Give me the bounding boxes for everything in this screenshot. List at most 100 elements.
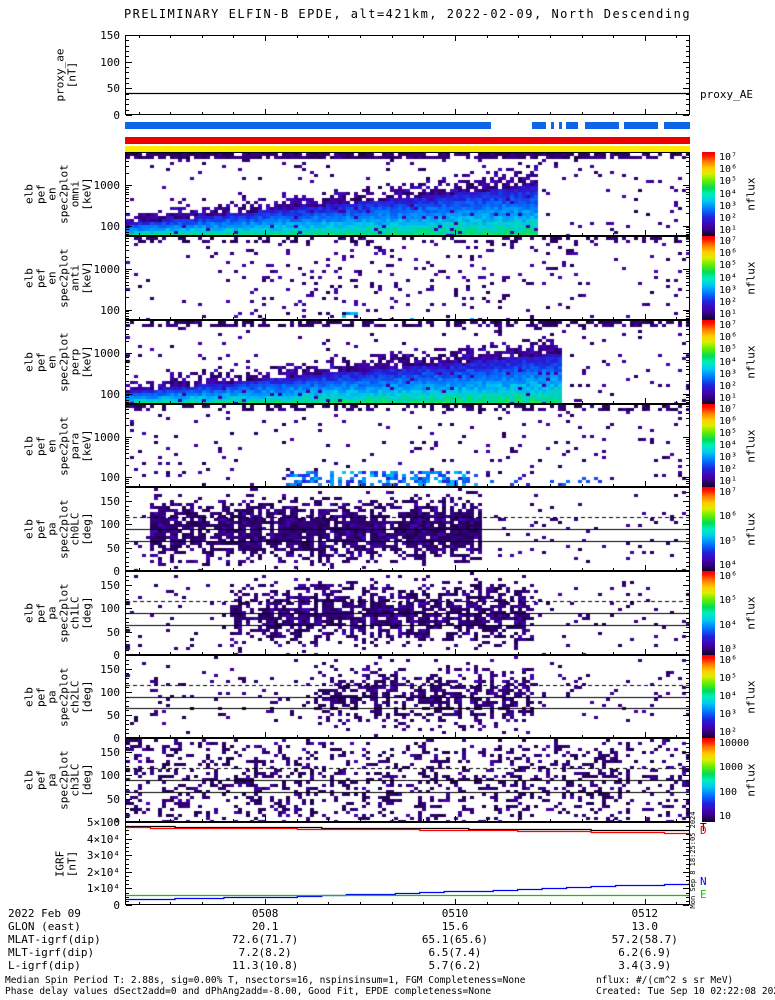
tick-mark (126, 334, 129, 335)
tick-mark (686, 245, 689, 246)
tick-mark (423, 112, 424, 114)
tick-mark (686, 710, 689, 711)
elb_pef_en_spec2plot_omni-ytick-label: 1000 (93, 179, 121, 192)
tick-mark (328, 735, 329, 737)
tick-mark (683, 799, 689, 800)
tick-mark (126, 310, 132, 311)
tick-mark (455, 109, 456, 114)
footer-phase-delay: Phase delay values dSect2add=0 and dPhAn… (5, 986, 492, 997)
proxy_ae-ytick-label: 150 (100, 29, 120, 42)
tick-mark (582, 233, 583, 235)
tick-mark (126, 72, 129, 73)
tick-mark (126, 366, 129, 367)
tick-mark (233, 819, 234, 821)
series-D (126, 826, 689, 835)
tick-mark (126, 893, 129, 894)
tick-mark (126, 486, 129, 487)
tick-mark (518, 652, 519, 654)
tick-mark (126, 646, 129, 647)
tick-mark (683, 855, 689, 856)
tick-mark (297, 401, 298, 403)
tick-mark (686, 655, 689, 656)
tick-mark (126, 618, 129, 619)
tick-mark (202, 36, 203, 38)
tick-mark (455, 36, 456, 41)
tick-mark (676, 112, 677, 114)
tick-mark (126, 515, 129, 516)
tick-mark (328, 317, 329, 319)
tick-mark (686, 366, 689, 367)
tick-mark (126, 269, 132, 270)
tick-mark (686, 232, 689, 233)
elb_pef_en_spec2plot_anti-ytick-label: 1000 (93, 263, 121, 276)
tick-mark (455, 565, 456, 570)
flag-bar-blue-segment (624, 122, 659, 129)
tick-mark (423, 568, 424, 570)
tick-mark (126, 395, 129, 396)
tick-mark (550, 112, 551, 114)
tick-mark (126, 771, 129, 772)
tick-mark (392, 112, 393, 114)
tick-mark (126, 355, 129, 356)
elb_pef_en_spec2plot_omni-colorbar-tick: 10⁴ (719, 188, 738, 200)
tick-mark (686, 636, 689, 637)
tick-mark (518, 233, 519, 235)
tick-mark (487, 735, 488, 737)
tick-mark (686, 720, 689, 721)
tick-mark (676, 902, 677, 904)
elb_pef_pa_spec2plot_ch1LC-ytick-label: 150 (100, 579, 120, 592)
tick-mark (686, 213, 689, 214)
elb_pef_en_spec2plot_anti-spectrogram-canvas (126, 237, 689, 319)
tick-mark (686, 884, 689, 885)
panel-elb_pef_en_spec2plot_perp (125, 320, 690, 404)
tick-mark (126, 562, 129, 563)
elb_pef_pa_spec2plot_ch3LC-colorbar-tick: 1000 (719, 762, 744, 774)
tick-mark (686, 859, 689, 860)
tick-mark (126, 276, 129, 277)
elb_pef_pa_spec2plot_ch0LC-colorbar-tick: 10⁵ (719, 535, 738, 547)
tick-mark (613, 36, 614, 38)
igrf-lines (126, 825, 689, 901)
elb_pef_pa_spec2plot_ch2LC-colorbar-title: nflux (744, 679, 758, 714)
igrf-series-label-D: D (700, 824, 707, 837)
tick-mark (126, 157, 129, 158)
tick-mark (297, 902, 298, 904)
elb_pef_pa_spec2plot_ch3LC-colorbar-title: nflux (744, 763, 758, 797)
tick-mark (686, 794, 689, 795)
tick-mark (487, 902, 488, 904)
tick-mark (676, 819, 677, 821)
tick-mark (645, 109, 646, 114)
tick-mark (686, 479, 689, 480)
tick-mark (686, 808, 689, 809)
elb_pef_pa_spec2plot_ch1LC-ytick-label: 50 (106, 626, 120, 639)
tick-mark (518, 484, 519, 486)
tick-mark (126, 271, 129, 272)
tick-mark (487, 112, 488, 114)
elb_pef_pa_spec2plot_ch2LC-spectrogram-canvas (126, 656, 689, 737)
elb_pef_en_spec2plot_para-colorbar (702, 404, 715, 487)
tick-mark (686, 803, 689, 804)
tick-mark (686, 830, 689, 831)
tick-mark (645, 398, 646, 403)
tick-mark (328, 568, 329, 570)
tick-mark (683, 353, 689, 354)
tick-mark (170, 568, 171, 570)
tick-mark (686, 678, 689, 679)
tick-mark (360, 819, 361, 821)
elb_pef_pa_spec2plot_ch3LC-ytick-label: 100 (100, 769, 120, 782)
tick-mark (126, 374, 129, 375)
proxy_ae-ytick-label: 0 (113, 109, 120, 122)
tick-mark (518, 317, 519, 319)
tick-mark (126, 775, 132, 776)
tick-mark (645, 649, 646, 654)
tick-mark (392, 317, 393, 319)
tick-mark (686, 897, 689, 898)
tick-mark (126, 311, 129, 312)
elb_pef_pa_spec2plot_ch1LC-colorbar-tick: 10³ (719, 644, 738, 655)
flag-bar-blue-segment (531, 122, 547, 129)
tick-mark (233, 317, 234, 319)
tick-mark (686, 901, 689, 902)
tick-mark (686, 311, 689, 312)
tick-mark (126, 227, 129, 228)
tick-mark (683, 608, 689, 609)
